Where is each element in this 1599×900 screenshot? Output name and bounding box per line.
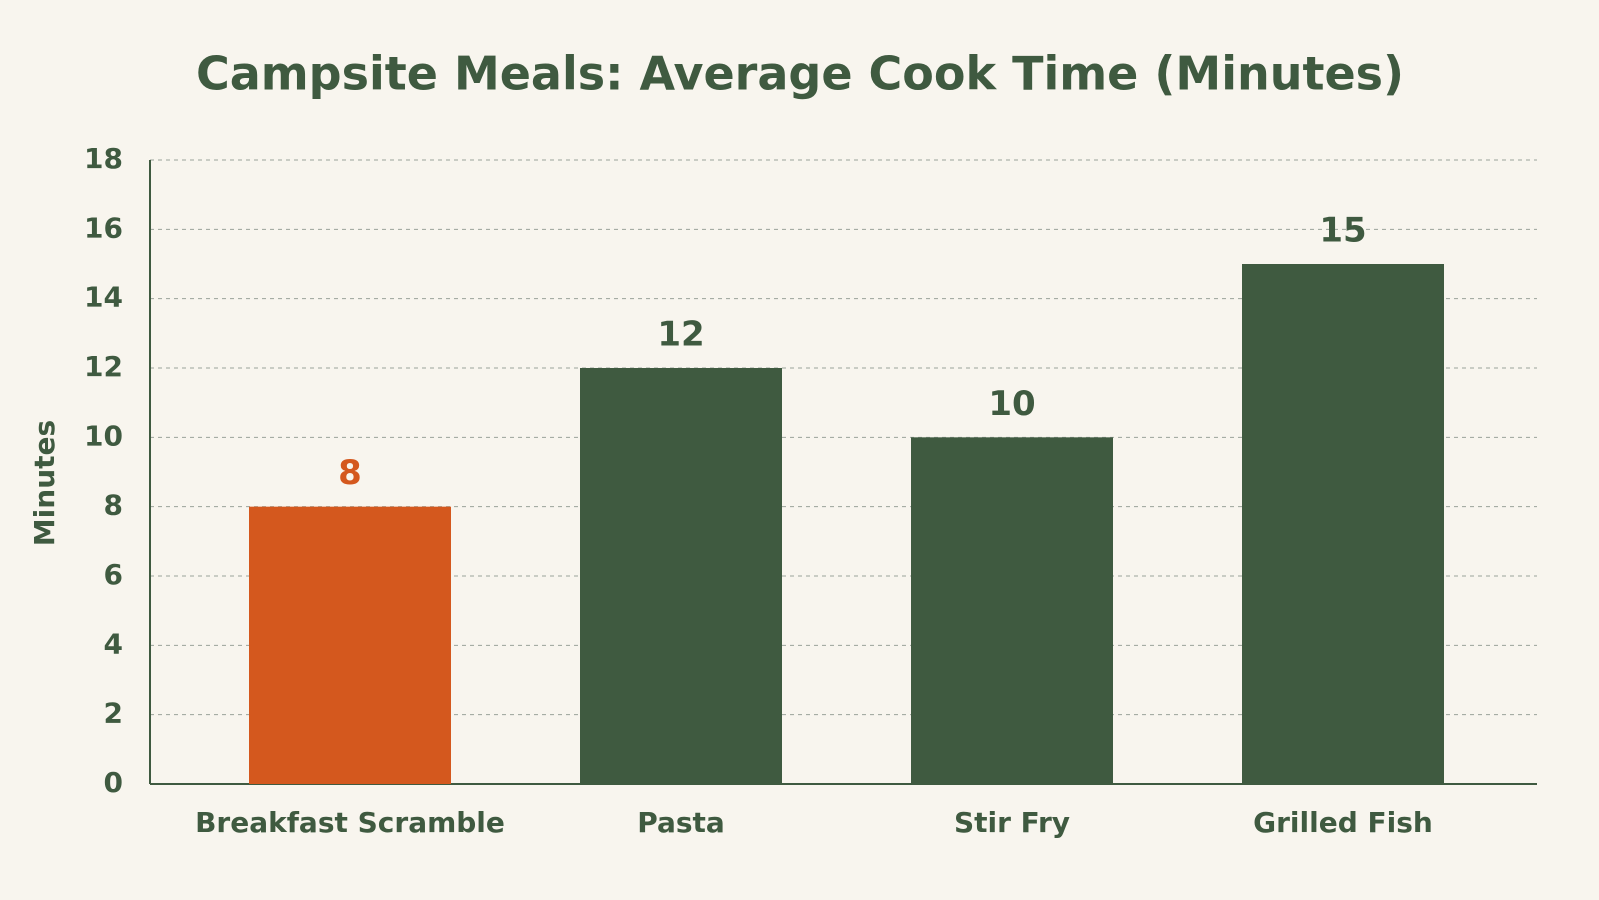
bar	[1242, 264, 1444, 784]
y-tick-label: 18	[84, 142, 123, 175]
y-tick-label: 12	[84, 350, 123, 383]
value-label: 10	[988, 384, 1035, 424]
chart-title: Campsite Meals: Average Cook Time (Minut…	[196, 47, 1404, 101]
x-tick-label: Stir Fry	[954, 806, 1070, 839]
bar	[911, 437, 1113, 784]
value-label: 8	[338, 453, 362, 493]
y-tick-label: 16	[84, 211, 123, 244]
x-tick-label: Breakfast Scramble	[195, 806, 505, 839]
y-tick-label: 8	[104, 489, 123, 522]
value-label: 15	[1319, 211, 1366, 251]
y-tick-label: 14	[84, 281, 123, 314]
y-tick-label: 4	[104, 627, 123, 660]
y-tick-label: 0	[104, 766, 123, 799]
bar	[580, 368, 782, 784]
bar	[249, 506, 451, 784]
x-tick-label: Grilled Fish	[1253, 806, 1433, 839]
value-label: 12	[657, 315, 704, 355]
y-tick-label: 6	[104, 558, 123, 591]
x-tick-label: Pasta	[637, 806, 725, 839]
y-tick-label: 2	[104, 697, 123, 730]
y-tick-label: 10	[84, 419, 123, 452]
y-axis-label: Minutes	[28, 420, 61, 546]
